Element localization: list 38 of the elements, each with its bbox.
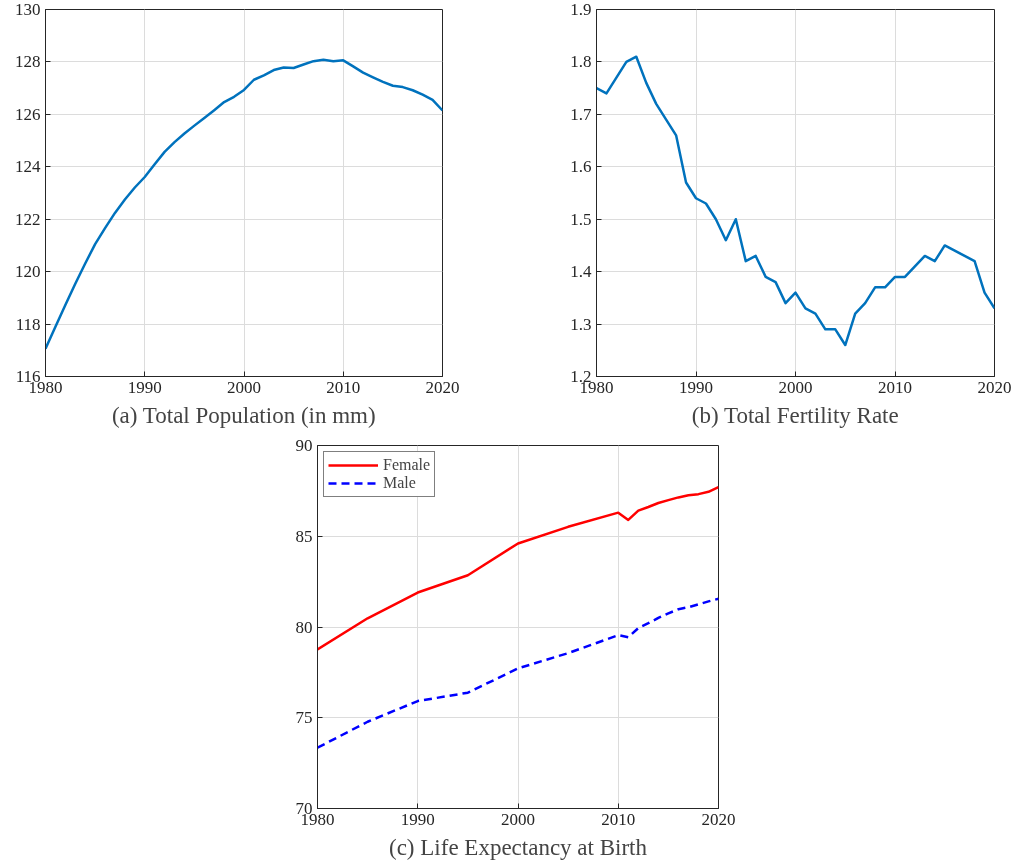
line-series [45, 58, 443, 350]
y-tick-label: 85 [295, 526, 313, 546]
x-tick-label: 2010 [326, 377, 361, 397]
x-tick-label: 2020 [977, 377, 1012, 397]
x-tick-label: 1990 [400, 809, 435, 829]
y-tick-label: 1.7 [570, 104, 592, 124]
x-tick-label: 2010 [878, 377, 912, 397]
line-series [596, 55, 995, 347]
y-tick-label: 1.8 [570, 52, 592, 72]
y-tick-label: 124 [15, 157, 41, 177]
x-tick-label: 1990 [679, 377, 713, 397]
x-tick-label: 1990 [127, 377, 162, 397]
y-tick-label: 1.5 [570, 209, 592, 229]
x-tick-label: 2000 [501, 809, 535, 829]
y-tick-label: 122 [15, 209, 41, 229]
text: (c) Life Expectancy at Birth [389, 834, 648, 860]
y-tick-label: 130 [15, 0, 41, 19]
y-tick-label: 90 [295, 436, 313, 455]
y-tick-label: 1.6 [570, 157, 592, 177]
x-tick-label: 2000 [227, 377, 261, 397]
y-tick-label: 75 [295, 708, 313, 728]
y-tick-label: 80 [295, 617, 313, 637]
y-tick-label: 1.3 [570, 314, 592, 334]
text: (a) Total Population (in mm) [111, 402, 376, 428]
y-tick-label: 126 [15, 104, 41, 124]
y-tick-label: 1.9 [570, 0, 592, 19]
text: (b) Total Fertility Rate [691, 402, 899, 428]
legend-label: Female [383, 456, 431, 474]
x-tick-label: 2020 [701, 809, 736, 829]
y-tick-label: 128 [15, 52, 41, 72]
x-tick-label: 2020 [425, 377, 460, 397]
x-tick-label: 2010 [601, 809, 636, 829]
y-tick-label: 118 [15, 314, 41, 334]
y-tick-label: 120 [15, 262, 41, 282]
legend-label: Male [383, 474, 416, 492]
line-series [317, 597, 719, 749]
y-tick-label: 1.4 [570, 262, 592, 282]
x-tick-label: 2000 [778, 377, 813, 397]
